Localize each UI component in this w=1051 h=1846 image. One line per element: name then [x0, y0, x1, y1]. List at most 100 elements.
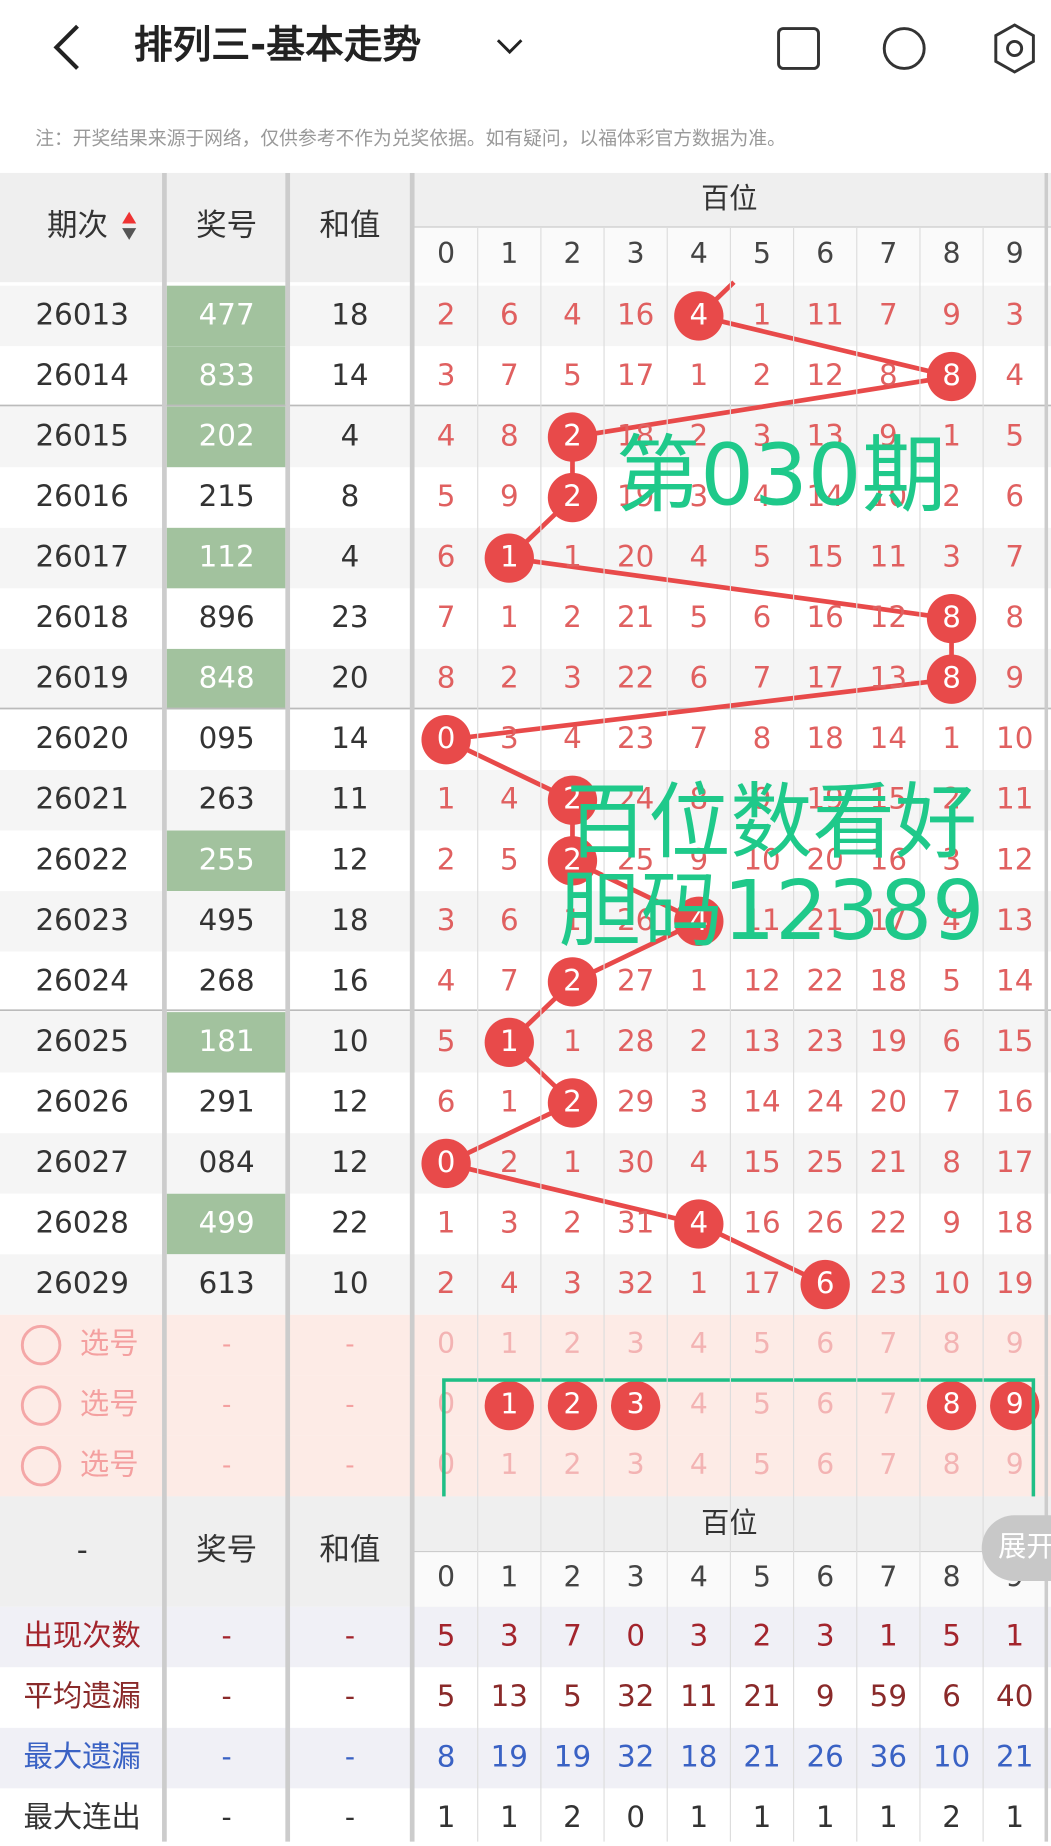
- miss-count: 13: [996, 903, 1033, 937]
- hit-digit: 2: [563, 842, 582, 876]
- row-bg: [0, 1788, 1051, 1846]
- miss-count: 27: [617, 963, 654, 997]
- picker-digit[interactable]: 4: [690, 1388, 708, 1421]
- picker-digit[interactable]: 5: [753, 1388, 771, 1421]
- page-title[interactable]: 排列三-基本走势: [134, 23, 421, 68]
- icon[interactable]: [1006, 39, 1024, 58]
- icon[interactable]: [882, 27, 926, 70]
- miss-count: 9: [753, 782, 772, 816]
- picker-radio[interactable]: [20, 1385, 62, 1426]
- miss-count: 2: [500, 1145, 519, 1179]
- green-cell: [166, 1193, 286, 1255]
- picker-digit[interactable]: 2: [564, 1327, 582, 1360]
- picker-digit[interactable]: 1: [500, 1448, 518, 1481]
- miss-count: 1: [437, 1205, 456, 1239]
- picker-radio[interactable]: [20, 1324, 62, 1366]
- picker-digit[interactable]: 3: [627, 1448, 645, 1481]
- row-bg: [0, 1667, 1051, 1728]
- picker-digit[interactable]: 0: [437, 1388, 455, 1421]
- stat-value: 13: [491, 1679, 528, 1713]
- picker-digit[interactable]: 3: [627, 1388, 645, 1421]
- expand-label[interactable]: 展开: [998, 1530, 1051, 1563]
- digit-header: 1: [500, 1561, 518, 1594]
- picker-digit[interactable]: 7: [879, 1388, 897, 1421]
- hit-digit: 8: [942, 661, 961, 695]
- miss-count: 9: [500, 479, 519, 513]
- picker-digit[interactable]: 9: [1006, 1448, 1024, 1481]
- group-header: 百位: [701, 182, 757, 215]
- miss-count: 17: [617, 358, 654, 392]
- col-header: 奖号: [196, 208, 257, 243]
- miss-count: 12: [870, 600, 907, 634]
- selected-ball[interactable]: [990, 1380, 1040, 1431]
- green-cell: [166, 527, 286, 589]
- picker-digit[interactable]: 8: [943, 1448, 961, 1481]
- picker-digit[interactable]: 6: [816, 1388, 834, 1421]
- picker-digit[interactable]: 8: [943, 1327, 961, 1360]
- picker-digit[interactable]: 4: [690, 1327, 708, 1360]
- icon[interactable]: [777, 27, 820, 70]
- picker-digit[interactable]: 6: [816, 1327, 834, 1360]
- miss-count: 8: [1005, 600, 1024, 634]
- col-header: 期次: [47, 208, 108, 243]
- dash: -: [222, 1390, 231, 1420]
- dash: -: [222, 1451, 231, 1481]
- picker-digit[interactable]: 5: [753, 1327, 771, 1360]
- digit-header: 9: [1006, 237, 1024, 270]
- hit-ball: [547, 836, 598, 886]
- miss-count: 8: [942, 1145, 961, 1179]
- back-button[interactable]: [53, 24, 79, 70]
- miss-count: 5: [437, 1024, 456, 1058]
- stat-value: 8: [437, 1740, 456, 1774]
- sort-icon: [122, 228, 137, 240]
- picker-digit[interactable]: 7: [879, 1327, 897, 1360]
- issue: 26022: [36, 842, 129, 876]
- picker-label: 选号: [80, 1327, 139, 1361]
- miss-count: 21: [807, 903, 844, 937]
- sum: 4: [341, 540, 360, 574]
- picker-label: 选号: [80, 1448, 139, 1482]
- sum: 22: [331, 1205, 368, 1239]
- stat-value: 0: [626, 1800, 645, 1834]
- icon[interactable]: [994, 23, 1035, 74]
- picker-digit[interactable]: 3: [627, 1327, 645, 1360]
- picker-digit[interactable]: 2: [564, 1448, 582, 1481]
- selected-ball[interactable]: [484, 1380, 534, 1431]
- selected-ball[interactable]: [610, 1380, 661, 1431]
- picker-digit[interactable]: 6: [816, 1448, 834, 1481]
- stat-value: 18: [680, 1740, 717, 1774]
- picker-digit[interactable]: 0: [437, 1448, 455, 1481]
- issue: 26014: [36, 358, 129, 392]
- toolbar-icons[interactable]: [777, 23, 1035, 74]
- picker-digit[interactable]: 9: [1006, 1327, 1024, 1360]
- sum: 12: [331, 1145, 368, 1179]
- picker-digit[interactable]: 1: [500, 1388, 518, 1421]
- picker-radio[interactable]: [20, 1445, 62, 1487]
- picker-digit[interactable]: 7: [879, 1448, 897, 1481]
- picker-digit[interactable]: 9: [1006, 1388, 1024, 1421]
- picker-digit[interactable]: 5: [753, 1448, 771, 1481]
- issue: 26024: [36, 963, 129, 997]
- stat-value: 1: [689, 1800, 708, 1834]
- picker-digit[interactable]: 2: [564, 1388, 582, 1421]
- selected-ball[interactable]: [547, 1380, 598, 1431]
- miss-count: 16: [743, 1205, 780, 1239]
- miss-count: 11: [870, 540, 907, 574]
- digit-header: 0: [437, 237, 455, 270]
- miss-count: 4: [563, 297, 582, 331]
- miss-count: 1: [942, 721, 961, 755]
- picker-digit[interactable]: 8: [943, 1388, 961, 1421]
- stat-value: 21: [743, 1740, 780, 1774]
- expand-button[interactable]: [981, 1515, 1051, 1581]
- miss-count: 17: [870, 903, 907, 937]
- picker-digit[interactable]: 1: [500, 1327, 518, 1360]
- draw-number: 181: [199, 1024, 255, 1058]
- miss-count: 24: [617, 782, 654, 816]
- picker-digit[interactable]: 4: [690, 1448, 708, 1481]
- dropdown[interactable]: [496, 39, 523, 55]
- selected-ball[interactable]: [926, 1380, 977, 1431]
- issue: 26028: [36, 1205, 129, 1239]
- stat-value: 1: [1005, 1800, 1024, 1834]
- stat-value: 21: [743, 1679, 780, 1713]
- picker-digit[interactable]: 0: [437, 1327, 455, 1360]
